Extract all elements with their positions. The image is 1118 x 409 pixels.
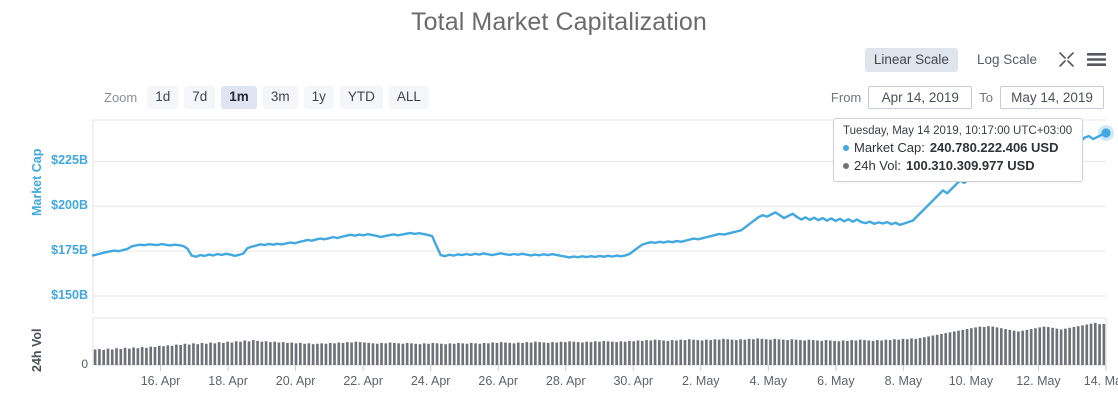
zoom-label: Zoom [104,89,138,105]
chart-canvas[interactable] [0,112,1118,409]
x-tick-label: 20. Apr [275,374,316,388]
page-title: Total Market Capitalization [411,8,707,36]
tooltip-volume-label: 24h Vol: [854,157,901,173]
x-tick-label: 30. Apr [613,374,654,388]
tooltip-volume-value: 100.310.309.977 USD [906,157,1035,173]
range-controls: Zoom 1d 7d 1m 3m 1y YTD ALL From To [0,86,1118,110]
date-range-group: From To [831,86,1104,109]
y-tick-label: $175B [51,243,88,258]
zoom-button-7d[interactable]: 7d [184,86,216,109]
x-tick-label: 8. May [884,374,923,388]
from-date-input[interactable] [868,86,973,109]
x-tick-label: 18. Apr [208,374,248,388]
tooltip-date: Tuesday, May 14 2019, 10:17:00 UTC+03:00 [843,125,1073,137]
y-tick-label: $225B [51,153,88,168]
y-tick-label: $200B [51,198,88,213]
tooltip-market-cap-label: Market Cap: [854,140,925,155]
scale-toolbar: Linear Scale Log Scale [864,48,1106,72]
market-cap-series-dot-icon [843,145,849,151]
x-tick-label: 22. Apr [343,374,383,388]
zoom-button-1m[interactable]: 1m [221,86,257,109]
x-tick-label: 4. May [749,374,788,388]
zoom-button-1d[interactable]: 1d [147,86,179,109]
x-tick-label: 14. May [1083,374,1118,388]
x-tick-label: 2. May [682,374,720,388]
x-tick-label: 6. May [817,374,855,388]
y-axis-tick-labels: $225B $200B $175B $150B 0 [0,112,88,409]
fullscreen-icon[interactable] [1056,51,1076,69]
x-tick-label: 24. Apr [410,374,451,388]
tooltip-row-market-cap: Market Cap: 240.780.222.406 USD [843,139,1073,157]
tooltip-market-cap-value: 240.780.222.406 USD [929,140,1059,155]
zoom-button-ytd[interactable]: YTD [339,86,383,109]
x-tick-label: 10. May [948,374,994,388]
highlighted-data-point[interactable] [1101,128,1111,138]
log-scale-button[interactable]: Log Scale [968,48,1046,72]
zoom-button-1y[interactable]: 1y [303,86,334,109]
hamburger-menu-icon[interactable] [1086,51,1106,69]
volume-y-tick-label: 0 [81,357,88,371]
x-tick-label: 28. Apr [545,374,586,388]
linear-scale-button[interactable]: Linear Scale [864,48,958,72]
zoom-button-all[interactable]: ALL [388,86,429,109]
tooltip-row-volume: 24h Vol: 100.310.309.977 USD [843,157,1073,175]
to-label: To [979,90,993,105]
y-tick-label: $150B [51,288,88,303]
from-label: From [830,90,862,105]
x-tick-label: 16. Apr [140,374,181,388]
to-date-input[interactable] [1000,86,1104,109]
x-tick-label: 12. May [1016,374,1061,388]
zoom-button-3m[interactable]: 3m [262,86,298,109]
zoom-preset-group: Zoom 1d 7d 1m 3m 1y YTD ALL [104,86,429,109]
x-tick-label: 26. Apr [478,374,518,388]
chart-tooltip: Tuesday, May 14 2019, 10:17:00 UTC+03:00… [833,118,1083,183]
volume-series-dot-icon [843,162,849,169]
chart-plot-area[interactable]: Market Cap 24h Vol $225B $200B $175B $150B 0… [0,112,1118,409]
